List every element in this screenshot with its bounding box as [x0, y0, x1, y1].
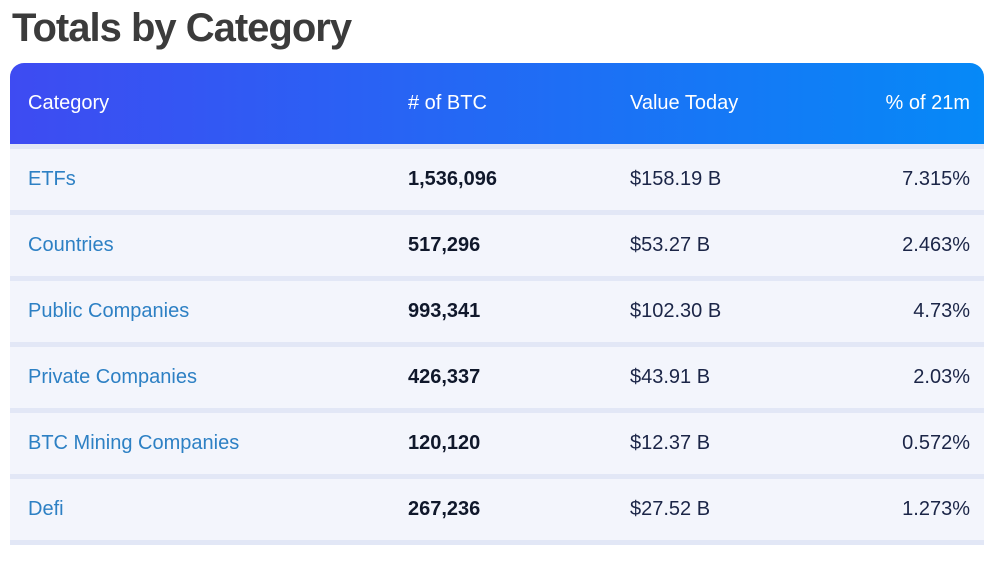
percent-of-21m: 1.273% — [902, 498, 970, 520]
btc-amount: 426,337 — [408, 366, 481, 388]
category-link-private-companies[interactable]: Private Companies — [28, 366, 197, 388]
category-link-countries[interactable]: Countries — [28, 234, 114, 256]
btc-amount: 120,120 — [408, 432, 481, 454]
value-today: $158.19 B — [630, 168, 722, 190]
column-header-num-btc: # of BTC — [408, 92, 487, 114]
percent-of-21m: 0.572% — [902, 432, 970, 454]
percent-of-21m: 4.73% — [913, 300, 970, 322]
percent-of-21m: 2.463% — [902, 234, 970, 256]
column-header-category: Category — [28, 92, 110, 114]
value-today: $12.37 B — [630, 432, 711, 454]
table-row-private-companies: Private Companies 426,337 $43.91 B 2.03% — [10, 347, 984, 413]
category-link-btc-mining-companies[interactable]: BTC Mining Companies — [28, 432, 240, 454]
category-link-etfs[interactable]: ETFs — [28, 168, 76, 190]
percent-of-21m: 7.315% — [902, 168, 970, 190]
value-today: $27.52 B — [630, 498, 711, 520]
table-row-etfs: ETFs 1,536,096 $158.19 B 7.315% — [10, 149, 984, 215]
value-today: $53.27 B — [630, 234, 711, 256]
table-header-row: Category # of BTC Value Today % of 21m — [10, 63, 984, 149]
totals-by-category-table: Category # of BTC Value Today % of 21m E… — [10, 63, 984, 545]
column-header-pct-of-21m: % of 21m — [885, 92, 970, 114]
value-today: $43.91 B — [630, 366, 711, 388]
category-link-defi[interactable]: Defi — [28, 498, 64, 520]
table-row-public-companies: Public Companies 993,341 $102.30 B 4.73% — [10, 281, 984, 347]
table-row-countries: Countries 517,296 $53.27 B 2.463% — [10, 215, 984, 281]
value-today: $102.30 B — [630, 300, 722, 322]
category-link-public-companies[interactable]: Public Companies — [28, 300, 190, 322]
percent-of-21m: 2.03% — [913, 366, 970, 388]
page-title: Totals by Category — [12, 6, 352, 50]
btc-amount: 267,236 — [408, 498, 481, 520]
btc-amount: 993,341 — [408, 300, 481, 322]
table-row-defi: Defi 267,236 $27.52 B 1.273% — [10, 479, 984, 545]
btc-amount: 517,296 — [408, 234, 481, 256]
btc-amount: 1,536,096 — [408, 168, 497, 190]
table-row-btc-mining-companies: BTC Mining Companies 120,120 $12.37 B 0.… — [10, 413, 984, 479]
column-header-value-today: Value Today — [630, 92, 739, 114]
